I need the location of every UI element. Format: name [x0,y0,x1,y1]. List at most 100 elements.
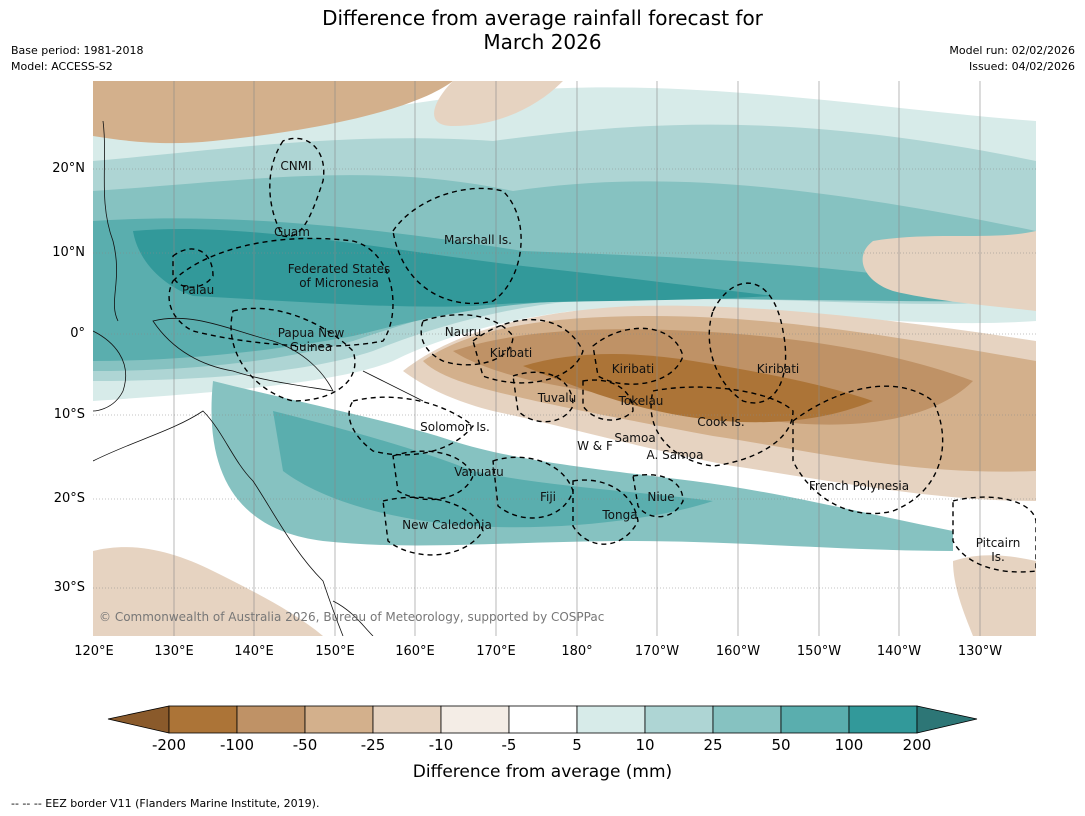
cb-tick-10: 100 [834,736,864,754]
lon-tick-160w: 160°W [715,644,761,659]
place-nauru: Nauru [444,325,482,339]
place-kiribati-gilbert: Kiribati [489,346,533,360]
graticule [93,81,1036,636]
lon-tick-130w: 130°W [957,644,1003,659]
rainfall-map [93,81,1036,636]
wet-zone-100 [133,229,773,307]
cb-tick-2: -50 [292,736,318,754]
cb-tick-8: 25 [703,736,723,754]
colorbar-segment-7 [644,705,714,734]
dry-east-north [862,231,1036,311]
place-pitcairn-line1: Pitcairn [975,536,1021,550]
lon-tick-160e: 160°E [395,644,435,659]
coast-new-guinea [152,317,334,392]
place-png-line1: Papua New [277,326,345,340]
place-tokelau: Tokelau [618,394,664,408]
place-png-line2: Guinea [289,340,333,354]
place-marshall: Marshall Is. [444,233,512,247]
colorbar-segment-6 [576,705,646,734]
cb-tick-1: -100 [219,736,255,754]
lon-tick-130e: 130°E [154,644,194,659]
colorbar-segment-2 [304,705,374,734]
model-name: Model: ACCESS-S2 [11,60,113,73]
place-cnmi: CNMI [280,159,312,173]
spcz-wet-inner [273,411,713,528]
coast-australia [93,410,344,636]
colorbar-extend-high [916,705,978,734]
eez-png [230,307,356,402]
lat-tick-20n: 20°N [52,161,85,176]
eez-fsm [168,237,394,347]
lon-tick-150w: 150°W [796,644,842,659]
colorbar [107,705,978,734]
dry-north-west [93,81,453,144]
coast-borneo [93,330,127,412]
coast-solomons [362,370,424,402]
meta-left: Base period: 1981-2018 Model: ACCESS-S2 [11,43,143,75]
eez-marshall [392,187,522,305]
colorbar-segment-3 [372,705,442,734]
eez-new-caledonia [382,496,484,556]
eez-footnote: -- -- -- EEZ border V11 (Flanders Marine… [11,797,320,810]
colorbar-segment-8 [712,705,782,734]
colorbar-label: Difference from average (mm) [412,762,673,782]
eez-solomon [348,396,474,456]
place-french-polynesia: French Polynesia [808,479,910,493]
eez-cook [650,386,794,467]
eez-tuvalu [512,371,574,423]
place-tonga: Tonga [602,508,638,522]
lon-tick-180: 180° [561,644,593,659]
eez-niue [632,474,684,518]
lat-tick-10s: 10°S [53,407,85,422]
lon-tick-140w: 140°W [876,644,922,659]
place-wallis-futuna: W & F [577,439,613,453]
cb-tick-6: 5 [572,736,582,754]
place-pitcairn-line2: Is. [991,550,1005,564]
colorbar-segment-10 [848,705,918,734]
map-svg [93,81,1036,636]
eez-tokelau [582,379,634,421]
colorbar-segment-5 [508,705,578,734]
place-guam: Guam [274,225,310,239]
lon-tick-150e: 150°E [315,644,355,659]
eez-nauru-kiribati [420,314,514,366]
dry-south-east [953,555,1036,636]
place-american-samoa: A. Samoa [646,448,704,462]
coastlines [93,120,424,636]
place-fsm-line2: of Micronesia [299,276,379,290]
cb-tick-5: -5 [501,736,517,754]
place-niue: Niue [647,490,675,504]
eez-vanuatu [392,450,474,501]
lat-tick-0: 0° [70,326,85,341]
dry-south-west [93,547,323,636]
title-line-2: March 2026 [483,30,602,54]
lon-tick-170w: 170°W [634,644,680,659]
base-period: Base period: 1981-2018 [11,44,144,57]
colorbar-extend-low [107,705,170,734]
place-kiribati-line: Kiribati [756,362,800,376]
model-run: Model run: 02/02/2026 [949,44,1075,57]
eez-palau [172,248,214,288]
place-solomon: Solomon Is. [420,420,490,434]
eez-borders [168,137,1036,573]
colorbar-segment-1 [236,705,306,734]
place-new-caledonia: New Caledonia [402,518,492,532]
eez-tonga [572,479,639,545]
place-fiji: Fiji [539,490,557,504]
lat-tick-20s: 20°S [53,491,85,506]
lon-tick-170e: 170°E [476,644,516,659]
title-line-1: Difference from average rainfall forecas… [322,6,763,30]
place-palau: Palau [181,283,215,297]
place-fsm-line1: Federated States [287,262,391,276]
colorbar-segments [168,705,918,734]
eez-kiribati-line [708,282,787,404]
chart-title: Difference from average rainfall forecas… [0,6,1085,54]
colorbar-segment-0 [168,705,238,734]
cb-tick-9: 50 [771,736,791,754]
coast-philippines [102,120,119,322]
lon-tick-140e: 140°E [234,644,274,659]
eez-cnmi [269,137,325,238]
lat-tick-30s: 30°S [53,580,85,595]
place-tuvalu: Tuvalu [537,391,577,405]
lon-tick-120e: 120°E [74,644,114,659]
